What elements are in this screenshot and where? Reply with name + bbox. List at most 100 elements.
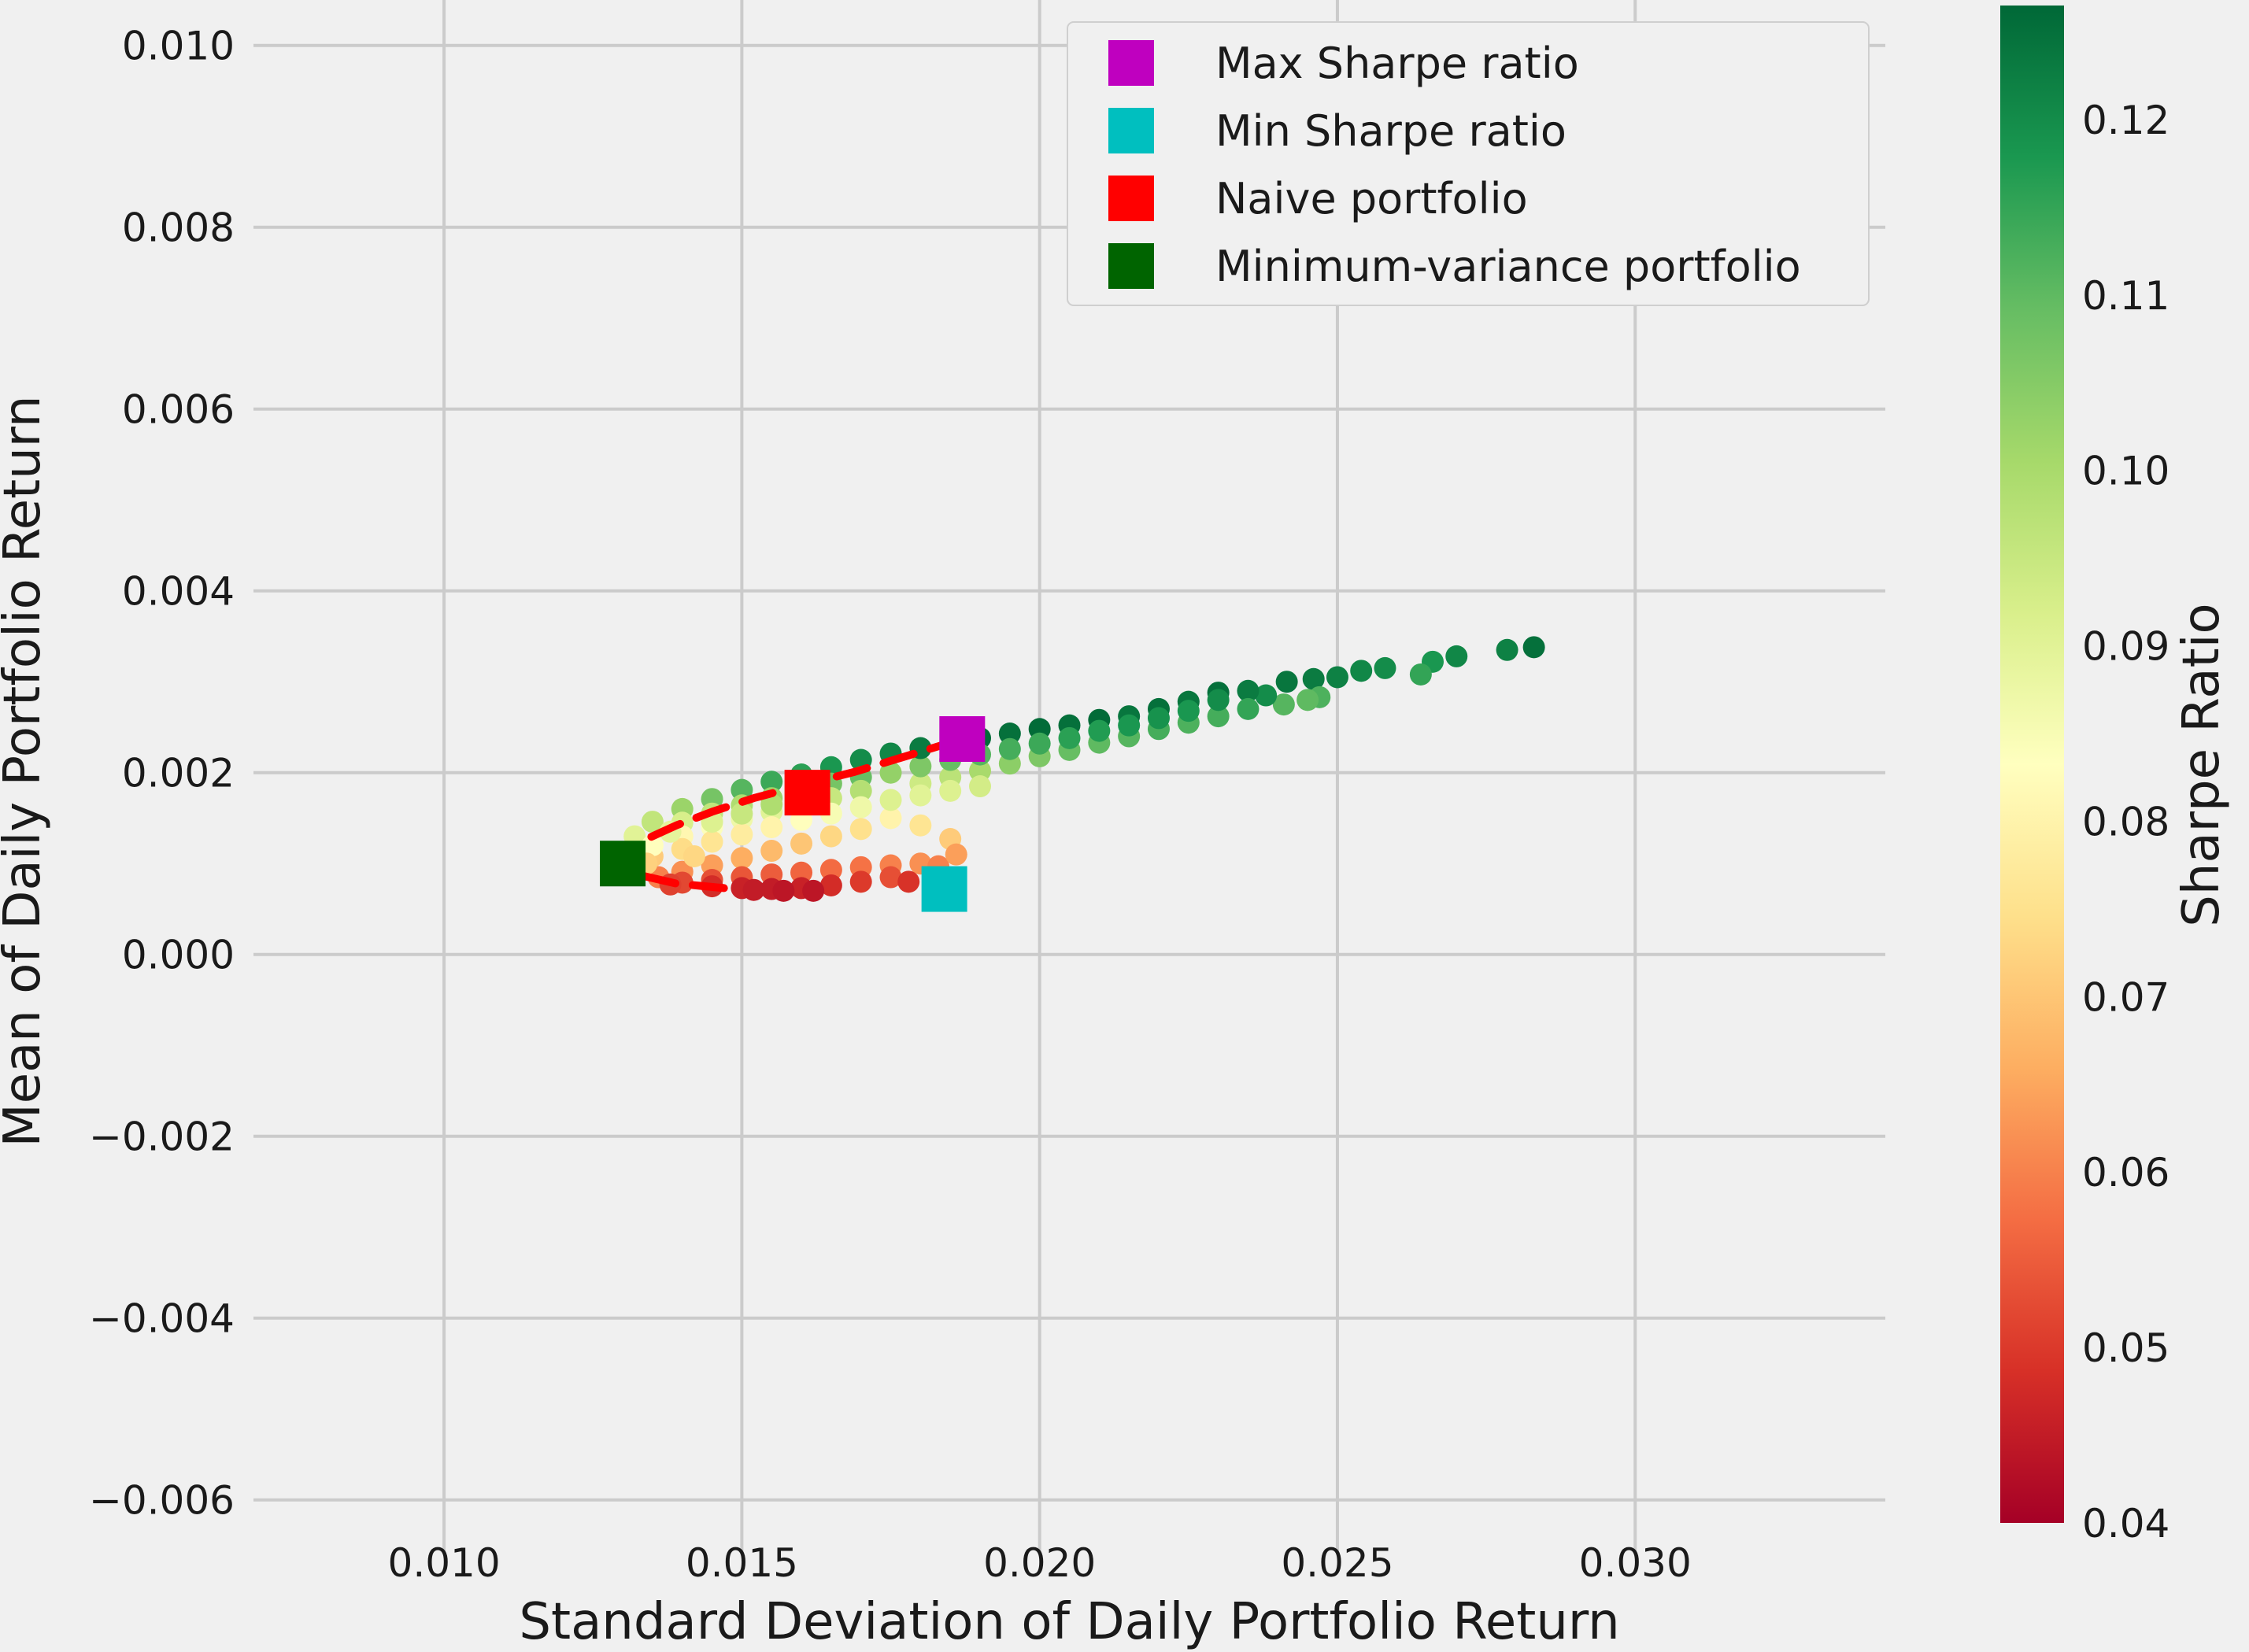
naive-portfolio-marker (784, 770, 830, 816)
colorbar-tick-label: 0.06 (2082, 1150, 2169, 1196)
y-tick-label: 0.010 (122, 24, 235, 69)
scatter-point (701, 830, 723, 853)
scatter-point (879, 807, 902, 830)
scatter-point (1237, 679, 1260, 702)
scatter-point (879, 866, 902, 889)
scatter-point (1207, 705, 1230, 728)
scatter-point (945, 843, 967, 866)
scatter-point (849, 796, 872, 819)
scatter-point (1445, 645, 1468, 667)
scatter-point (1147, 707, 1170, 730)
scatter-point (1118, 714, 1141, 737)
scatter-point (1302, 667, 1325, 690)
scatter-point (909, 814, 932, 837)
scatter-point (1374, 656, 1396, 679)
min-variance-marker (600, 841, 646, 887)
scatter-point (1255, 684, 1278, 707)
scatter-point (731, 778, 753, 801)
scatter-point (849, 870, 872, 893)
y-tick-label: 0.008 (122, 205, 235, 251)
y-tick-label: 0.004 (122, 569, 235, 615)
y-tick-label: −0.002 (89, 1114, 235, 1160)
scatter-point (969, 775, 992, 798)
legend-swatch-max-sharpe (1108, 40, 1154, 86)
colorbar-ticks: 0.12 0.11 0.10 0.09 0.08 0.07 0.06 0.05 0.04 (2082, 98, 2169, 1547)
scatter-point (1088, 719, 1111, 742)
max-sharpe-marker (939, 715, 986, 762)
x-tick-label: 0.010 (388, 1540, 501, 1586)
grid (253, 0, 1885, 1554)
scatter-point (772, 879, 795, 902)
scatter-point (849, 779, 872, 802)
scatter-point (742, 878, 765, 901)
scatter-point (1522, 636, 1545, 659)
scatter-point (790, 832, 813, 855)
legend-swatch-naive (1108, 176, 1154, 221)
scatter-point (1275, 671, 1298, 693)
colorbar-tick-label: 0.12 (2082, 98, 2169, 143)
colorbar-tick-label: 0.07 (2082, 974, 2169, 1020)
y-tick-label: 0.002 (122, 751, 235, 796)
y-tick-label: −0.006 (89, 1478, 235, 1524)
scatter-point (1272, 693, 1295, 716)
frontier-line-group (619, 735, 967, 893)
colorbar-tick-label: 0.04 (2082, 1501, 2169, 1547)
y-tick-label: −0.004 (89, 1296, 235, 1342)
scatter-point (1058, 726, 1081, 749)
scatter-point (1496, 638, 1518, 661)
scatter-point (819, 825, 842, 848)
colorbar-tick-label: 0.08 (2082, 799, 2169, 844)
scatter-point (1297, 689, 1319, 711)
min-sharpe-marker (921, 866, 967, 912)
frontier-line (619, 735, 967, 893)
y-axis-label: Mean of Daily Portfolio Return (0, 395, 52, 1147)
scatter-point (1350, 660, 1373, 682)
scatter-point (731, 823, 753, 846)
scatter-point (760, 771, 783, 793)
scatter-point (879, 789, 902, 811)
legend-label-min-variance: Minimum-variance portfolio (1215, 242, 1801, 291)
scatter-point (731, 847, 753, 870)
y-axis-ticks: 0.010 0.008 0.006 0.004 0.002 0.000 −0.002 −0.0… (89, 24, 235, 1524)
scatter-point (909, 784, 932, 807)
scatter-point (760, 840, 783, 863)
scatter-point (897, 870, 920, 893)
x-tick-label: 0.020 (983, 1540, 1096, 1586)
colorbar-tick-label: 0.11 (2082, 273, 2169, 319)
scatter-point (1177, 700, 1200, 723)
scatter-point (790, 861, 813, 884)
legend-label-max-sharpe: Max Sharpe ratio (1215, 39, 1579, 88)
scatter-point (641, 811, 664, 833)
scatter-point (998, 737, 1021, 760)
colorbar-label: Sharpe Ratio (2173, 603, 2231, 926)
scatter-point (731, 802, 753, 825)
scatter-point (760, 816, 783, 839)
colorbar-tick-label: 0.09 (2082, 624, 2169, 670)
scatter-point (849, 818, 872, 841)
legend-box (1067, 21, 1870, 306)
scatter-point (1237, 697, 1260, 720)
colorbar-tick-label: 0.05 (2082, 1325, 2169, 1371)
legend: Max Sharpe ratio Min Sharpe ratio Naive … (1067, 21, 1870, 306)
scatter-point (760, 793, 783, 816)
scatter-point (682, 844, 705, 867)
scatter-point (1409, 663, 1432, 686)
legend-label-naive: Naive portfolio (1215, 174, 1528, 224)
colorbar: 0.12 0.11 0.10 0.09 0.08 0.07 0.06 0.05 0.04 Sha… (2000, 6, 2231, 1547)
x-tick-label: 0.030 (1579, 1540, 1692, 1586)
x-axis-ticks: 0.010 0.015 0.020 0.025 0.030 (388, 1540, 1692, 1586)
scatter-point (969, 759, 992, 782)
x-axis-label: Standard Deviation of Daily Portfolio Re… (519, 1593, 1619, 1651)
x-tick-label: 0.025 (1281, 1540, 1393, 1586)
x-tick-label: 0.015 (686, 1540, 798, 1586)
scatter-point (939, 779, 962, 802)
scatter-point (1207, 689, 1230, 711)
scatter-point (802, 879, 825, 902)
legend-label-min-sharpe: Min Sharpe ratio (1215, 106, 1567, 156)
colorbar-gradient (2000, 6, 2064, 1523)
legend-swatch-min-variance (1108, 243, 1154, 289)
colorbar-tick-label: 0.10 (2082, 449, 2169, 494)
scatter-point (819, 874, 842, 896)
scatter-point (1028, 732, 1051, 755)
